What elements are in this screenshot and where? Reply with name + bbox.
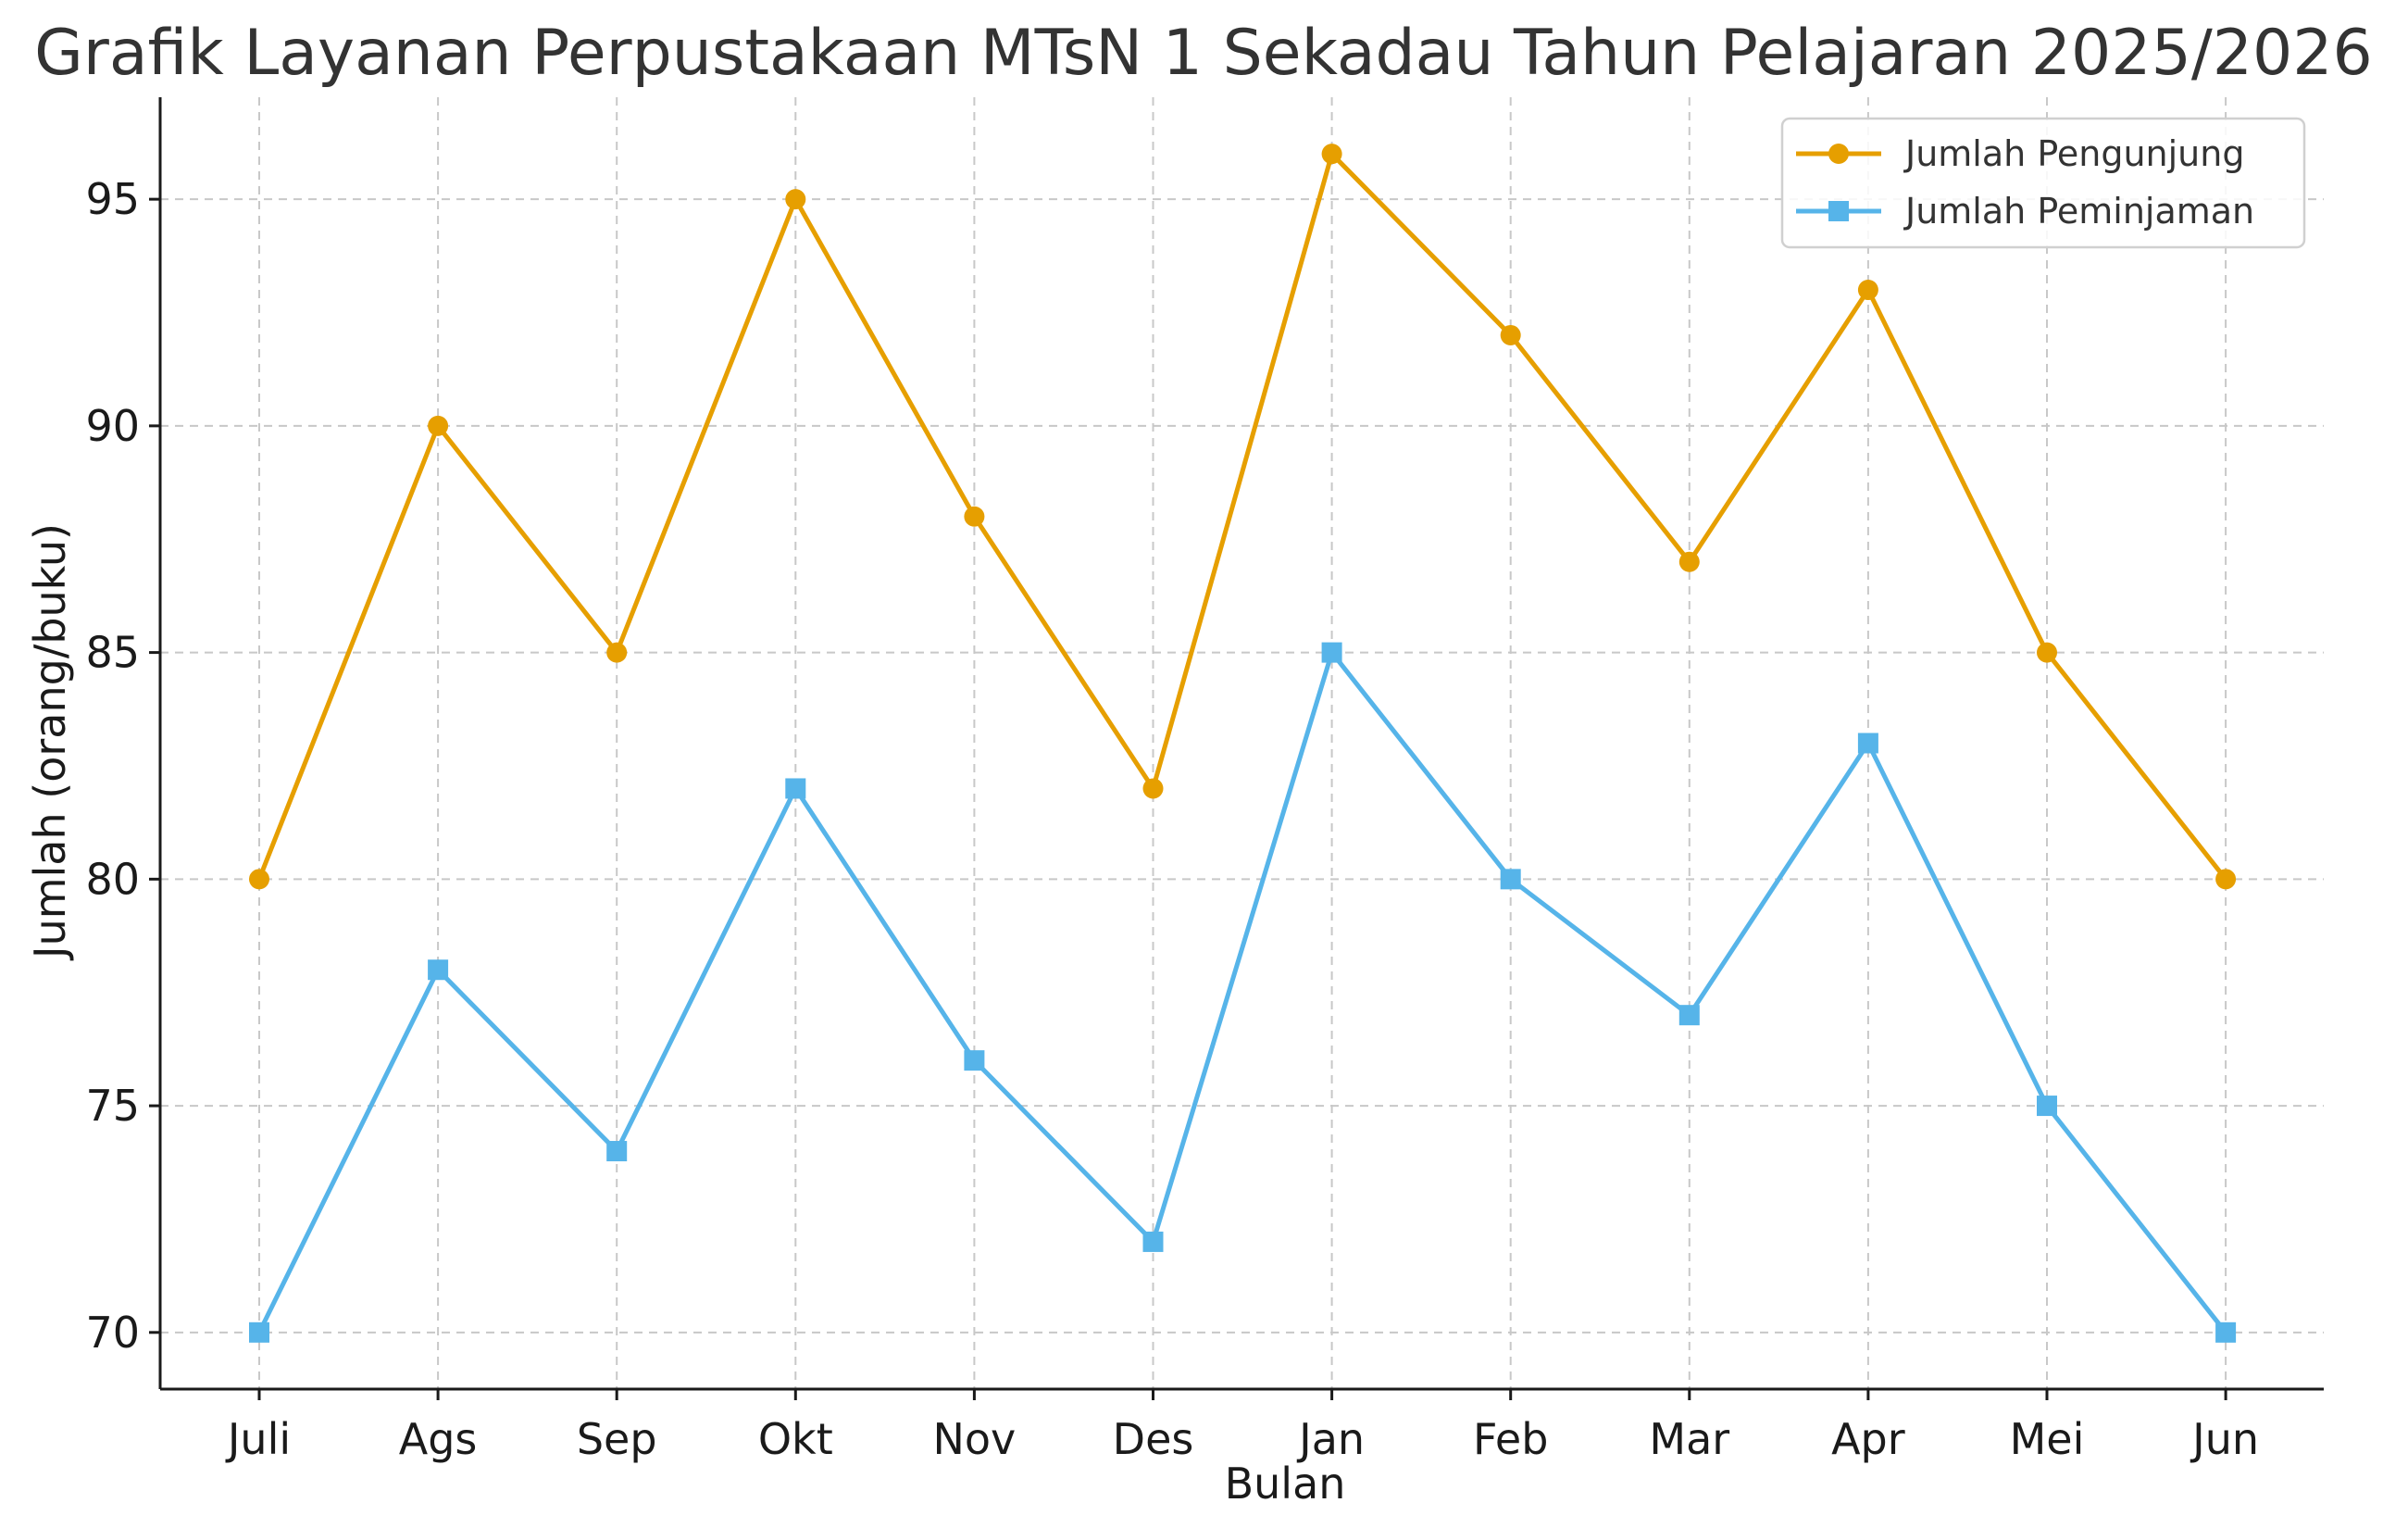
data-point [1142,1231,1164,1252]
axes [158,97,2324,1391]
x-tick-label: Jan [1296,1414,1365,1464]
legend-frame [1780,117,2306,249]
x-tick-label: Mar [1649,1414,1729,1464]
series-line [256,650,2228,1334]
data-point [1857,280,1878,301]
x-tick-label: Mei [2010,1414,2085,1464]
y-tick-label: 70 [85,1308,140,1358]
data-point [2215,1321,2237,1343]
x-tick-label: Des [1113,1414,1194,1464]
series-line [256,151,2228,881]
data-point [1500,869,1521,890]
x-tick-label: Okt [758,1414,833,1464]
data-point [1678,551,1700,572]
x-axis-ticks: Juli Ags Sep Okt Nov Des Jan Feb Mar Apr Mei Jun [225,1389,2259,1464]
legend: Jumlah Pengunjung Jumlah Peminjaman [1780,117,2306,249]
data-point [1321,642,1342,663]
y-tick-label: 90 [85,401,140,451]
data-point [785,778,806,799]
chart-title: Grafik Layanan Perpustakaan MTsN 1 Sekad… [34,17,2373,90]
y-tick-label: 75 [85,1081,140,1131]
legend-item-1: Jumlah Pengunjung [1796,133,2244,174]
data-point [249,1321,269,1343]
data-point [1321,144,1342,165]
data-point [964,506,985,527]
x-tick-label: Juli [225,1414,291,1464]
legend-label: Jumlah Peminjaman [1903,191,2254,232]
x-tick-label: Nov [933,1414,1017,1464]
grid-lines [160,97,2324,1389]
x-axis-label: Bulan [1225,1459,1346,1509]
data-point [1857,733,1878,754]
x-tick-label: Ags [399,1414,478,1464]
data-point [606,642,628,663]
y-tick-label: 85 [85,628,140,678]
data-point [606,1141,628,1162]
x-tick-label: Sep [577,1414,657,1464]
data-point [1500,324,1521,345]
data-point [2215,869,2237,890]
data-point [249,869,269,890]
legend-item-2: Jumlah Peminjaman [1796,191,2254,232]
y-axis-ticks: 70 75 80 85 90 95 [85,174,160,1358]
data-point [2037,642,2057,663]
data-point [785,189,806,210]
data-point [428,415,449,436]
y-axis-label: Jumlah (orang/buku) [25,523,75,961]
data-point [428,959,449,981]
legend-square-marker [1828,201,1849,221]
legend-circle-marker [1828,144,1849,164]
series-2 [249,642,2237,1343]
x-tick-label: Jun [2190,1414,2259,1464]
legend-label: Jumlah Pengunjung [1903,133,2244,174]
x-tick-label: Apr [1831,1414,1905,1464]
data-point [2037,1096,2057,1117]
series-1 [249,144,2237,890]
x-tick-label: Feb [1473,1414,1548,1464]
data-series [249,144,2237,1343]
data-point [964,1050,985,1071]
y-tick-label: 80 [85,854,140,904]
data-point [1142,778,1164,799]
y-tick-label: 95 [85,174,140,224]
data-point [1678,1005,1700,1026]
